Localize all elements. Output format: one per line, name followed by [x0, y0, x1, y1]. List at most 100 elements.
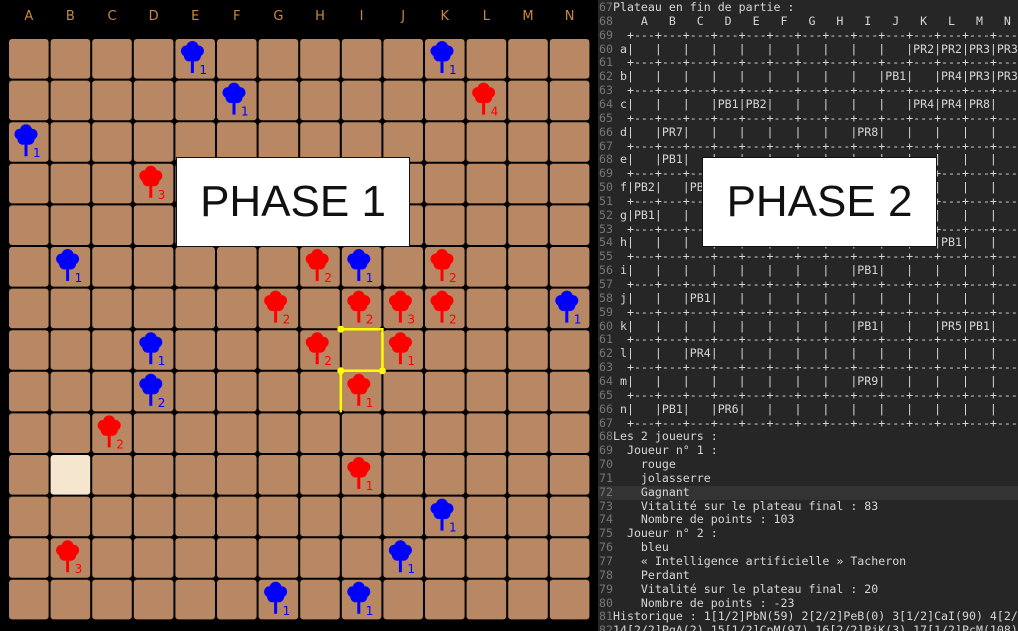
board-cell[interactable]: [549, 496, 590, 537]
board-cell[interactable]: [549, 579, 590, 620]
red-tree-icon[interactable]: 3: [139, 165, 165, 202]
red-tree-icon[interactable]: 1: [347, 457, 373, 493]
board-cell[interactable]: [92, 496, 132, 537]
board-cell[interactable]: [508, 39, 548, 79]
blue-tree-icon[interactable]: 1: [222, 82, 249, 119]
board-cell[interactable]: [9, 163, 49, 204]
board-cell[interactable]: [466, 163, 507, 204]
board-cell[interactable]: [92, 579, 132, 620]
board-cell[interactable]: [341, 496, 382, 537]
board-cell[interactable]: [383, 247, 423, 287]
board-cell[interactable]: [508, 579, 548, 620]
board-cell[interactable]: [466, 330, 507, 370]
game-board[interactable]: 1 1 1 4 1 3 1 2 1 2 2 2 3 2 1 1 2 1 2 1 2 1 1 3 1 1 1: [0, 0, 598, 631]
board-cell[interactable]: [9, 39, 49, 79]
board-cell[interactable]: [466, 579, 507, 620]
board-cell[interactable]: [466, 205, 507, 245]
board-cell[interactable]: [258, 80, 299, 121]
board-cell[interactable]: [9, 496, 49, 537]
board-cell[interactable]: [549, 371, 590, 412]
red-tree-icon[interactable]: 3: [388, 290, 415, 327]
board-cell[interactable]: [425, 371, 465, 412]
board-cell[interactable]: [425, 330, 465, 370]
board-cell[interactable]: [9, 455, 49, 495]
board-cell[interactable]: [133, 205, 174, 245]
board-cell[interactable]: [133, 496, 174, 537]
board-cell[interactable]: [425, 413, 465, 453]
board-cell[interactable]: [300, 39, 340, 79]
board-cell[interactable]: [425, 122, 465, 162]
blue-tree-icon[interactable]: 2: [139, 373, 165, 410]
board-cell[interactable]: [175, 538, 215, 578]
blue-tree-icon[interactable]: 1: [430, 41, 457, 77]
blue-tree-icon[interactable]: 1: [347, 249, 373, 285]
board-cell[interactable]: [508, 163, 548, 204]
board-cell[interactable]: [508, 288, 548, 329]
board-cell[interactable]: [175, 371, 215, 412]
board-cell[interactable]: [508, 247, 548, 287]
board-cell[interactable]: [92, 80, 132, 121]
board-cell[interactable]: [383, 371, 423, 412]
board-cell[interactable]: [175, 496, 215, 537]
board-cell[interactable]: [425, 80, 465, 121]
board-cell[interactable]: [383, 579, 423, 620]
board-cell[interactable]: [508, 205, 548, 245]
board-cell[interactable]: [300, 122, 340, 162]
board-cell[interactable]: [466, 371, 507, 412]
board-cell[interactable]: [341, 538, 382, 578]
board-cell[interactable]: [508, 330, 548, 370]
red-tree-icon[interactable]: 2: [305, 332, 332, 368]
board-cell[interactable]: [383, 39, 423, 79]
board-cell[interactable]: [133, 288, 174, 329]
board-cell[interactable]: [258, 455, 299, 495]
board-cell[interactable]: [549, 80, 590, 121]
board-cell[interactable]: [383, 455, 423, 495]
board-cell[interactable]: [508, 496, 548, 537]
board-cell[interactable]: [217, 538, 257, 578]
board-cell[interactable]: [508, 413, 548, 453]
board-cell[interactable]: [133, 455, 174, 495]
board-cell[interactable]: [9, 538, 49, 578]
board-cell[interactable]: [258, 496, 299, 537]
board-cell[interactable]: [300, 288, 340, 329]
red-tree-icon[interactable]: 2: [97, 415, 124, 451]
board-cell[interactable]: [9, 288, 49, 329]
board-cell[interactable]: [258, 39, 299, 79]
board-cell[interactable]: [217, 39, 257, 79]
board-cell[interactable]: [466, 288, 507, 329]
board-cell[interactable]: [508, 80, 548, 121]
board-cell[interactable]: [133, 39, 174, 79]
board-cell[interactable]: [50, 413, 91, 453]
board-cell[interactable]: [341, 39, 382, 79]
board-cell[interactable]: [466, 39, 507, 79]
board-cell[interactable]: [175, 413, 215, 453]
board-cell[interactable]: [425, 538, 465, 578]
board-cell[interactable]: [50, 579, 91, 620]
board-cell[interactable]: [425, 455, 465, 495]
board-cell[interactable]: [341, 330, 382, 370]
blue-tree-icon[interactable]: 1: [139, 332, 165, 368]
board-cell[interactable]: [133, 247, 174, 287]
board-cell[interactable]: [300, 579, 340, 620]
board-cell[interactable]: [549, 39, 590, 79]
blue-tree-icon[interactable]: 1: [430, 498, 457, 535]
red-tree-icon[interactable]: 2: [305, 249, 332, 285]
board-cell[interactable]: [9, 579, 49, 620]
board-cell[interactable]: [341, 80, 382, 121]
board-cell[interactable]: [425, 205, 465, 245]
board-cell[interactable]: [50, 39, 91, 79]
red-tree-icon[interactable]: 1: [347, 373, 373, 410]
board-cell[interactable]: [217, 413, 257, 453]
board-cell[interactable]: [549, 122, 590, 162]
board-cell[interactable]: [549, 163, 590, 204]
red-tree-icon[interactable]: 3: [56, 540, 82, 576]
board-cell[interactable]: [92, 163, 132, 204]
board-cell[interactable]: [549, 538, 590, 578]
board-cell[interactable]: [217, 247, 257, 287]
red-tree-icon[interactable]: 2: [430, 249, 457, 285]
board-cell[interactable]: [425, 579, 465, 620]
board-cell[interactable]: [133, 413, 174, 453]
board-cell[interactable]: [383, 80, 423, 121]
board-cell[interactable]: [300, 371, 340, 412]
red-tree-icon[interactable]: 2: [264, 290, 290, 327]
